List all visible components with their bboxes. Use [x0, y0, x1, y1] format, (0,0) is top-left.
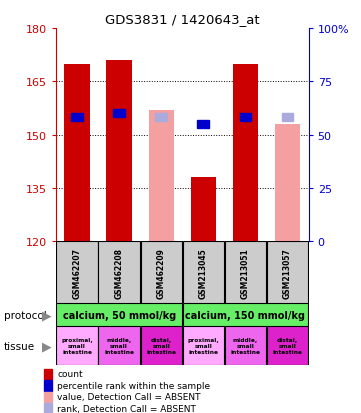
- Bar: [197, 121, 209, 128]
- Text: GSM213057: GSM213057: [283, 247, 292, 298]
- Text: calcium, 50 mmol/kg: calcium, 50 mmol/kg: [62, 310, 176, 320]
- Text: middle,
small
intestine: middle, small intestine: [230, 337, 261, 354]
- Text: proximal,
small
intestine: proximal, small intestine: [61, 337, 93, 354]
- Text: protocol: protocol: [4, 310, 46, 320]
- Text: GSM462209: GSM462209: [157, 247, 166, 298]
- Text: GSM213051: GSM213051: [241, 247, 250, 298]
- Text: GSM462208: GSM462208: [115, 247, 123, 298]
- Bar: [56, 326, 97, 366]
- Bar: [155, 114, 167, 121]
- Bar: [106, 61, 132, 242]
- Bar: [44, 380, 52, 391]
- Bar: [183, 304, 308, 326]
- Text: ▶: ▶: [42, 309, 51, 321]
- Text: proximal,
small
intestine: proximal, small intestine: [188, 337, 219, 354]
- Bar: [99, 326, 140, 366]
- Text: GSM213045: GSM213045: [199, 247, 208, 298]
- Bar: [240, 114, 251, 121]
- Bar: [149, 110, 174, 242]
- Bar: [183, 326, 224, 366]
- Bar: [275, 125, 300, 242]
- Text: distal,
small
intestine: distal, small intestine: [273, 337, 303, 354]
- Text: calcium, 150 mmol/kg: calcium, 150 mmol/kg: [186, 310, 305, 320]
- Bar: [183, 242, 224, 304]
- Bar: [267, 326, 308, 366]
- Bar: [140, 242, 182, 304]
- Bar: [113, 110, 125, 118]
- Bar: [233, 64, 258, 242]
- Bar: [191, 178, 216, 242]
- Text: middle,
small
intestine: middle, small intestine: [104, 337, 134, 354]
- Title: GDS3831 / 1420643_at: GDS3831 / 1420643_at: [105, 13, 260, 26]
- Text: rank, Detection Call = ABSENT: rank, Detection Call = ABSENT: [57, 404, 196, 413]
- Bar: [64, 64, 90, 242]
- Bar: [56, 242, 97, 304]
- Text: percentile rank within the sample: percentile rank within the sample: [57, 381, 210, 390]
- Bar: [225, 242, 266, 304]
- Text: distal,
small
intestine: distal, small intestine: [146, 337, 176, 354]
- Bar: [140, 326, 182, 366]
- Text: value, Detection Call = ABSENT: value, Detection Call = ABSENT: [57, 392, 201, 401]
- Bar: [267, 242, 308, 304]
- Bar: [282, 114, 293, 121]
- Text: GSM462207: GSM462207: [73, 247, 82, 298]
- Text: ▶: ▶: [42, 339, 51, 352]
- Text: count: count: [57, 370, 83, 379]
- Bar: [44, 392, 52, 402]
- Text: tissue: tissue: [4, 341, 35, 351]
- Bar: [71, 114, 83, 121]
- Bar: [44, 403, 52, 413]
- Bar: [44, 369, 52, 379]
- Bar: [225, 326, 266, 366]
- Bar: [56, 304, 182, 326]
- Bar: [99, 242, 140, 304]
